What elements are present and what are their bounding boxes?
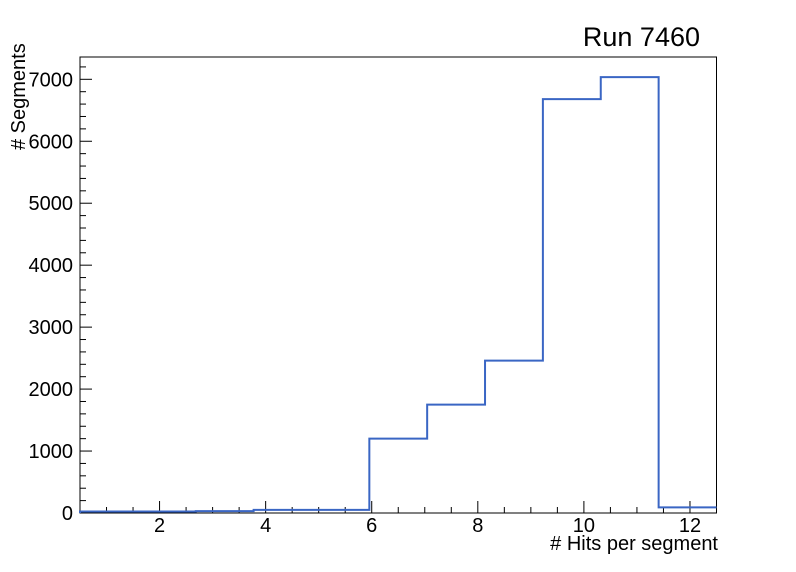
y-tick-label: 2000 xyxy=(29,379,74,401)
y-tick-label: 4000 xyxy=(29,255,74,277)
y-tick-label: 1000 xyxy=(29,441,74,463)
chart-title: Run 7460 xyxy=(582,22,700,52)
x-tick-labels: 2 4 6 8 10 12 xyxy=(154,515,701,537)
x-axis-title: # Hits per segment xyxy=(550,533,718,555)
y-axis-ticks xyxy=(80,66,92,502)
y-axis-title: # Segments xyxy=(8,43,30,150)
histogram-line xyxy=(79,76,717,513)
x-tick-label: 12 xyxy=(679,515,701,537)
y-tick-labels: 0 1000 2000 3000 4000 5000 6000 7000 xyxy=(29,69,74,525)
plot-frame xyxy=(79,56,717,514)
x-tick-label: 8 xyxy=(472,515,483,537)
y-tick-label: 7000 xyxy=(29,69,74,91)
x-tick-label: 10 xyxy=(573,515,595,537)
y-tick-label: 0 xyxy=(62,503,73,525)
x-tick-label: 4 xyxy=(260,515,271,537)
y-tick-label: 3000 xyxy=(29,317,74,339)
x-tick-label: 2 xyxy=(154,515,165,537)
y-tick-label: 6000 xyxy=(29,131,74,153)
x-tick-label: 6 xyxy=(366,515,377,537)
y-tick-label: 5000 xyxy=(29,193,74,215)
